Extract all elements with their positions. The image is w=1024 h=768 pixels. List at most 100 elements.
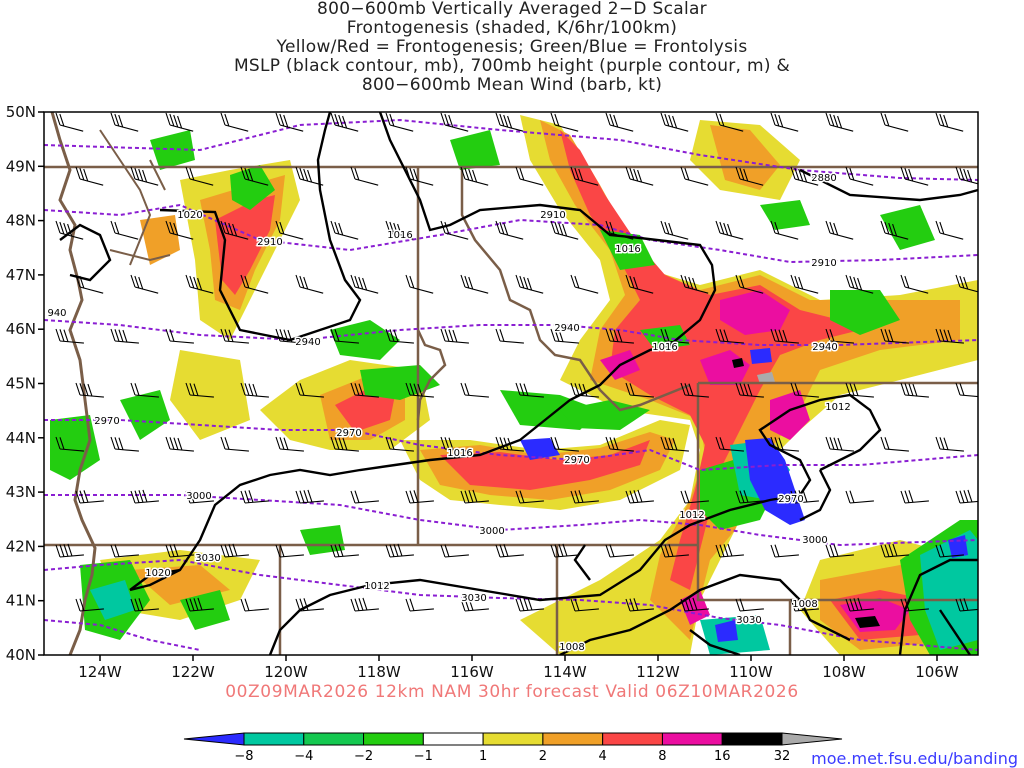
wind-barb bbox=[515, 274, 544, 294]
wind-barb bbox=[680, 382, 709, 398]
wind-barb bbox=[825, 328, 854, 344]
colorbar-label: −8 bbox=[234, 749, 253, 764]
wind-barb bbox=[900, 598, 929, 612]
wind-barb bbox=[460, 489, 489, 504]
colorbar-swatch bbox=[661, 732, 723, 746]
wind-barb bbox=[605, 544, 634, 558]
wind-barb bbox=[935, 436, 964, 452]
wind-barb bbox=[185, 274, 214, 294]
lat-tick-label: 45N bbox=[6, 375, 36, 393]
wind-barb bbox=[165, 220, 194, 240]
wind-barb bbox=[735, 598, 764, 612]
colorbar-label: 1 bbox=[479, 749, 487, 764]
wind-barb bbox=[680, 274, 709, 294]
wind-barb bbox=[55, 112, 84, 132]
height-label: 2970 bbox=[778, 494, 803, 505]
state-boundaries bbox=[44, 165, 978, 655]
wind-barb bbox=[440, 220, 469, 240]
wind-barb bbox=[240, 166, 269, 186]
wind-barb bbox=[130, 274, 159, 294]
wind-barb bbox=[440, 544, 469, 558]
wind-barb bbox=[515, 166, 544, 186]
height-label: 3000 bbox=[802, 535, 827, 546]
wind-barb bbox=[955, 274, 978, 293]
lat-tick-label: 46N bbox=[6, 320, 36, 338]
wind-barb bbox=[275, 436, 304, 452]
wind-barb bbox=[495, 436, 524, 452]
wind-barb bbox=[295, 274, 324, 294]
wind-barb bbox=[570, 382, 599, 398]
wind-barb bbox=[275, 544, 304, 558]
lon-tick-label: 124W bbox=[78, 663, 122, 681]
wind-barb bbox=[845, 166, 874, 186]
wind-barb bbox=[350, 597, 379, 612]
wind-barb bbox=[385, 543, 414, 558]
wind-barb bbox=[825, 436, 854, 452]
mslp-contours bbox=[59, 112, 978, 655]
wind-barb bbox=[790, 382, 819, 398]
wind-barb bbox=[660, 544, 689, 558]
wind-barb bbox=[75, 598, 104, 612]
wind-barb bbox=[660, 328, 689, 344]
wind-barb bbox=[955, 489, 978, 504]
height-label: 2910 bbox=[257, 237, 282, 248]
wind-barb bbox=[770, 220, 799, 240]
wind-barb bbox=[405, 382, 434, 398]
wind-barb bbox=[550, 543, 579, 558]
height-label: 2910 bbox=[540, 210, 565, 221]
wind-barb bbox=[660, 112, 689, 132]
wind-barb bbox=[130, 489, 159, 504]
colorbar-label: 32 bbox=[774, 749, 791, 764]
wind-barb bbox=[385, 328, 414, 344]
lon-tick-label: 114W bbox=[543, 663, 587, 681]
wind-barb bbox=[165, 328, 194, 344]
wind-barb bbox=[550, 436, 579, 452]
lon-tick-label: 110W bbox=[729, 663, 773, 681]
lon-tick-label: 120W bbox=[264, 663, 308, 681]
wind-barb bbox=[845, 490, 874, 504]
wind-barb bbox=[550, 112, 579, 132]
wind-barb bbox=[680, 490, 709, 504]
mslp-label: 1012 bbox=[679, 510, 704, 521]
wind-barb bbox=[515, 597, 544, 612]
wind-barb bbox=[295, 166, 324, 186]
wind-barb bbox=[770, 112, 799, 132]
mslp-label: 1012 bbox=[825, 402, 850, 413]
wind-barb bbox=[220, 543, 249, 558]
coastline bbox=[50, 112, 97, 655]
wind-barb bbox=[770, 328, 799, 344]
wind-barb bbox=[295, 598, 324, 612]
lat-tick-label: 41N bbox=[6, 592, 36, 610]
title-line-5: 800−600mb Mean Wind (barb, kt) bbox=[361, 75, 663, 95]
colorbar-swatch bbox=[721, 732, 783, 746]
wind-barb bbox=[495, 220, 524, 240]
wind-barb bbox=[715, 328, 744, 344]
wind-barb bbox=[55, 328, 84, 344]
wind-barb bbox=[350, 382, 379, 398]
colorbar-label: 4 bbox=[599, 749, 607, 764]
chart-title: 800−600mb Vertically Averaged 2−D Scalar… bbox=[0, 0, 1024, 95]
wind-barb bbox=[275, 220, 304, 240]
lat-tick-label: 42N bbox=[6, 537, 36, 555]
mslp-label: 1020 bbox=[177, 210, 202, 221]
wind-barb bbox=[935, 112, 964, 132]
colorbar-label: −4 bbox=[294, 749, 313, 764]
wind-barb bbox=[240, 382, 269, 398]
colorbar-label: 2 bbox=[539, 749, 547, 764]
colorbar-low-triangle bbox=[183, 732, 245, 746]
wind-barb bbox=[605, 328, 634, 344]
height-label: 940 bbox=[47, 308, 66, 319]
wind-barb bbox=[330, 220, 359, 240]
wind-barb bbox=[955, 382, 978, 398]
wind-barb bbox=[515, 382, 544, 398]
wind-barb bbox=[570, 598, 599, 612]
colorbar-label: −2 bbox=[354, 749, 373, 764]
title-line-2: Frontogenesis (shaded, K/6hr/100km) bbox=[346, 18, 678, 38]
credit-link[interactable]: moe.met.fsu.edu/banding bbox=[811, 749, 1018, 768]
wind-barb bbox=[625, 166, 654, 186]
wind-barb bbox=[220, 112, 249, 132]
lon-tick-label: 118W bbox=[357, 663, 401, 681]
wind-barb bbox=[955, 166, 978, 185]
wind-barb bbox=[660, 436, 689, 452]
wind-barb bbox=[605, 436, 634, 452]
